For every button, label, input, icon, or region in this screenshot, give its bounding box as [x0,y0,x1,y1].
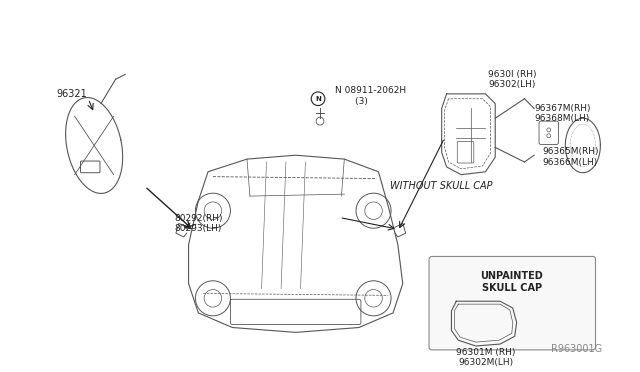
Text: N: N [315,96,321,102]
Text: 96301M (RH)
96302M(LH): 96301M (RH) 96302M(LH) [456,348,515,368]
Text: WITHOUT SKULL CAP: WITHOUT SKULL CAP [390,182,493,192]
Text: 96321: 96321 [56,89,87,99]
Text: 80292(RH)
80293(LH): 80292(RH) 80293(LH) [174,214,223,233]
FancyBboxPatch shape [429,256,595,350]
Text: 96367M(RH)
96368M(LH): 96367M(RH) 96368M(LH) [534,104,591,123]
Text: R963001G: R963001G [551,344,602,354]
Text: UNPAINTED
SKULL CAP: UNPAINTED SKULL CAP [481,271,543,293]
Text: 96365M(RH)
96366M(LH): 96365M(RH) 96366M(LH) [542,147,598,167]
Text: 9630l (RH)
96302(LH): 9630l (RH) 96302(LH) [488,70,537,89]
Text: N 08911-2062H
       (3): N 08911-2062H (3) [335,86,406,106]
